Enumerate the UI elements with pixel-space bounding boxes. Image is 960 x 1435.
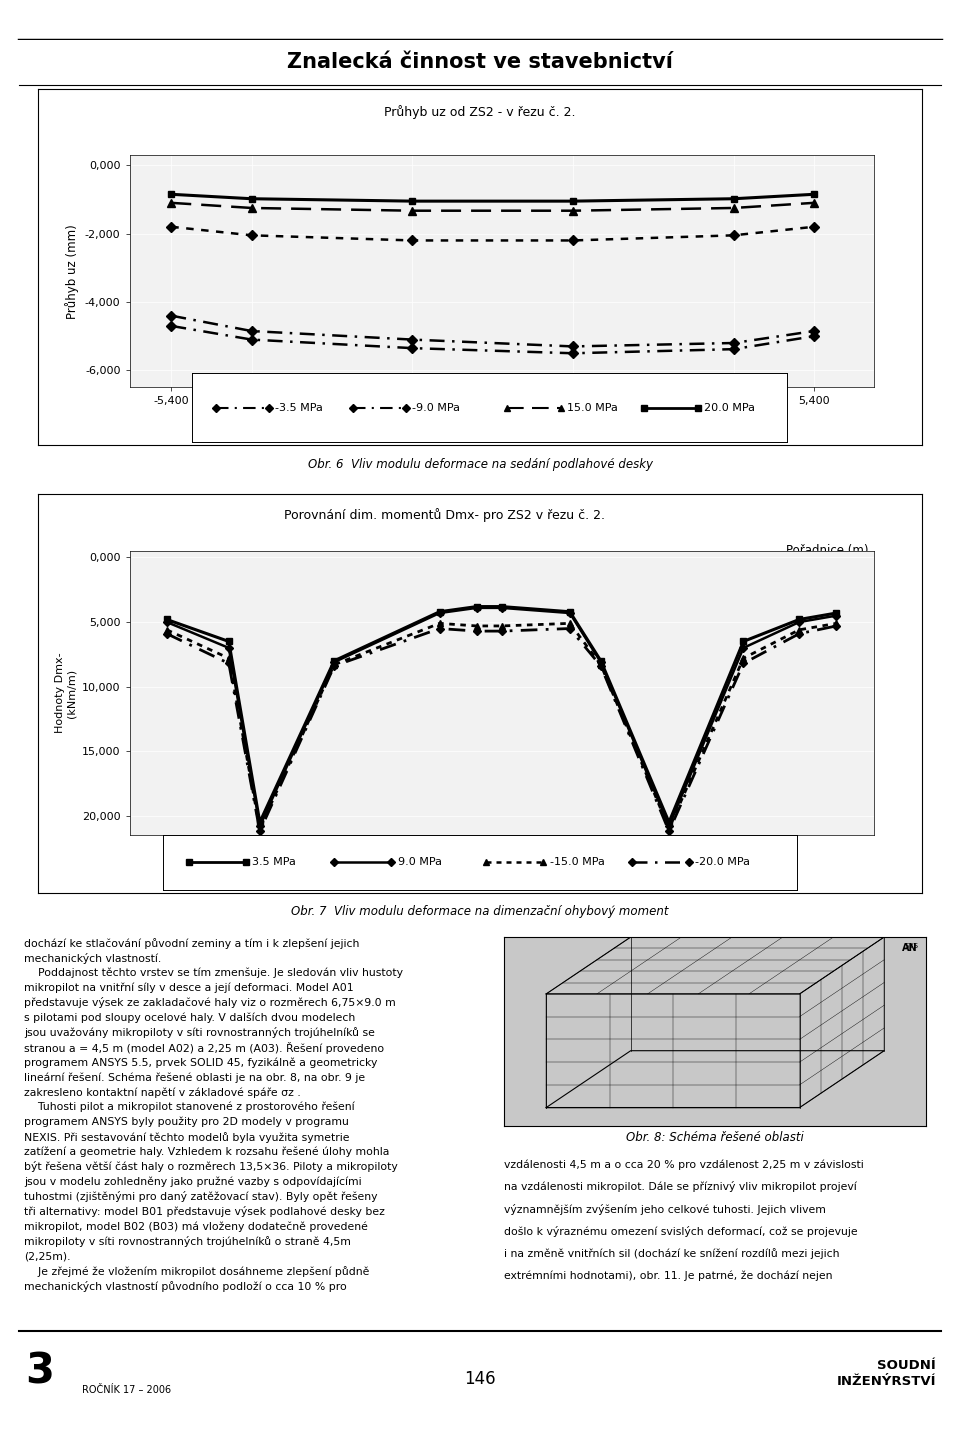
Text: významnějším zvýšením jeho celkové tuhosti. Jejich vlivem: významnějším zvýšením jeho celkové tuhos…	[504, 1204, 826, 1214]
Text: vzdálenosti 4,5 m a o cca 20 % pro vzdálenost 2,25 m v závislosti: vzdálenosti 4,5 m a o cca 20 % pro vzdál…	[504, 1159, 864, 1170]
Text: Porovnání dim. momentů Dmx- pro ZS2 v řezu č. 2.: Porovnání dim. momentů Dmx- pro ZS2 v ře…	[284, 508, 605, 521]
Text: tři alternativy: model B01 představuje výsek podlahové desky bez: tři alternativy: model B01 představuje v…	[24, 1207, 385, 1217]
Text: NEXIS. Při sestavování těchto modelů byla využita symetrie: NEXIS. Při sestavování těchto modelů byl…	[24, 1132, 349, 1142]
Text: ROČNÍK 17 – 2006: ROČNÍK 17 – 2006	[82, 1385, 171, 1395]
Text: mikropilot, model B02 (B03) má vloženy dodatečně provedené: mikropilot, model B02 (B03) má vloženy d…	[24, 1221, 368, 1231]
Text: mikropilot na vnitřní síly v desce a její deformaci. Model A01: mikropilot na vnitřní síly v desce a jej…	[24, 983, 353, 993]
Text: programem ANSYS 5.5, prvek SOLID 45, fyzikálně a geometricky: programem ANSYS 5.5, prvek SOLID 45, fyz…	[24, 1058, 377, 1068]
Text: jsou v modelu zohledněny jako pružné vazby s odpovídajícími: jsou v modelu zohledněny jako pružné vaz…	[24, 1177, 362, 1187]
Text: mikropiloty v síti rovnostranných trojúhelníků o straně 4,5m: mikropiloty v síti rovnostranných trojúh…	[24, 1236, 350, 1247]
Text: stranou a = 4,5 m (model A02) a 2,25 m (A03). Řešení provedeno: stranou a = 4,5 m (model A02) a 2,25 m (…	[24, 1042, 384, 1053]
Text: (2,25m).: (2,25m).	[24, 1251, 70, 1261]
Text: programem ANSYS byly použity pro 2D modely v programu: programem ANSYS byly použity pro 2D mode…	[24, 1116, 348, 1128]
Text: mechanických vlastností původního podloží o cca 10 % pro: mechanických vlastností původního podlož…	[24, 1281, 347, 1292]
Text: představuje výsek ze zakladačové haly viz o rozměrech 6,75×9.0 m: představuje výsek ze zakladačové haly vi…	[24, 997, 396, 1009]
Text: mechanických vlastností.: mechanických vlastností.	[24, 953, 161, 963]
Text: Pořadnice (m): Pořadnice (m)	[786, 544, 869, 557]
Text: SYS: SYS	[896, 943, 918, 949]
Text: -3.5 MPa: -3.5 MPa	[276, 403, 324, 412]
Text: Obr. 7  Vliv modulu deformace na dimenzační ohybový moment: Obr. 7 Vliv modulu deformace na dimenzač…	[291, 904, 669, 918]
Y-axis label: Hodnoty Dmx-
(kNm/m): Hodnoty Dmx- (kNm/m)	[55, 653, 77, 733]
Text: Pořadnice (m): Pořadnice (m)	[436, 362, 524, 375]
Text: 9.0 MPa: 9.0 MPa	[397, 858, 442, 867]
Text: zakresleno kontaktní napětí v základové spáře σz .: zakresleno kontaktní napětí v základové …	[24, 1088, 300, 1098]
Text: i na změně vnitřních sil (dochází ke snížení rozdílů mezi jejich: i na změně vnitřních sil (dochází ke sní…	[504, 1248, 839, 1258]
Text: dochází ke stlačování původní zeminy a tím i k zlepšení jejich: dochází ke stlačování původní zeminy a t…	[24, 937, 359, 949]
Text: tuhostmi (zjištěnými pro daný zatěžovací stav). Byly opět řešeny: tuhostmi (zjištěnými pro daný zatěžovací…	[24, 1191, 377, 1203]
Text: AN: AN	[902, 943, 918, 953]
Text: Tuhosti pilot a mikropilot stanovené z prostorového řešení: Tuhosti pilot a mikropilot stanovené z p…	[24, 1102, 354, 1112]
Text: -9.0 MPa: -9.0 MPa	[412, 403, 460, 412]
Text: Obr. 8: Schéma řešené oblasti: Obr. 8: Schéma řešené oblasti	[626, 1131, 804, 1145]
Text: Je zřejmé že vložením mikropilot dosáhneme zlepšení půdně: Je zřejmé že vložením mikropilot dosáhne…	[24, 1266, 370, 1277]
Text: lineární řešení. Schéma řešené oblasti je na obr. 8, na obr. 9 je: lineární řešení. Schéma řešené oblasti j…	[24, 1072, 365, 1082]
Text: zatížení a geometrie haly. Vzhledem k rozsahu řešené úlohy mohla: zatížení a geometrie haly. Vzhledem k ro…	[24, 1147, 390, 1157]
Text: 3: 3	[25, 1350, 54, 1392]
Text: Průhyb uz od ZS2 - v řezu č. 2.: Průhyb uz od ZS2 - v řezu č. 2.	[384, 105, 576, 119]
Text: 3.5 MPa: 3.5 MPa	[252, 858, 296, 867]
Y-axis label: Průhyb uz (mm): Průhyb uz (mm)	[65, 224, 80, 319]
Text: Znalecká činnost ve stavebnictví: Znalecká činnost ve stavebnictví	[287, 52, 673, 72]
Text: Obr. 6  Vliv modulu deformace na sedání podlahové desky: Obr. 6 Vliv modulu deformace na sedání p…	[307, 458, 653, 472]
Text: na vzdálenosti mikropilot. Dále se příznivý vliv mikropilot projeví: na vzdálenosti mikropilot. Dále se přízn…	[504, 1181, 856, 1192]
Text: Poddajnost těchto vrstev se tím zmenšuje. Je sledován vliv hustoty: Poddajnost těchto vrstev se tím zmenšuje…	[24, 967, 403, 979]
Text: jsou uvažovány mikropiloty v síti rovnostranných trojúhelníků se: jsou uvažovány mikropiloty v síti rovnos…	[24, 1027, 374, 1038]
Text: -15.0 MPa: -15.0 MPa	[550, 858, 605, 867]
Text: -20.0 MPa: -20.0 MPa	[695, 858, 751, 867]
Text: 20.0 MPa: 20.0 MPa	[704, 403, 755, 412]
Text: 15.0 MPa: 15.0 MPa	[567, 403, 618, 412]
Text: -5,400 -4,900 -4,650 -4,050 -3,200 -2,900 -2,700 -2,150 -1,900 -1,350 -0,750 -0,: -5,400 -4,900 -4,650 -4,050 -3,200 -2,90…	[199, 574, 761, 584]
Text: být řešena větší část haly o rozměrech 13,5×36. Piloty a mikropiloty: být řešena větší část haly o rozměrech 1…	[24, 1161, 397, 1172]
Text: 146: 146	[465, 1369, 495, 1388]
Text: došlo k výraznému omezení svislých deformací, což se projevuje: došlo k výraznému omezení svislých defor…	[504, 1225, 857, 1237]
Text: SOUDNÍ
INŽENÝRSTVÍ: SOUDNÍ INŽENÝRSTVÍ	[836, 1359, 936, 1388]
Text: extrémními hodnotami), obr. 11. Je patrné, že dochází nejen: extrémními hodnotami), obr. 11. Je patrn…	[504, 1270, 832, 1281]
Text: s pilotami pod sloupy ocelové haly. V dalších dvou modelech: s pilotami pod sloupy ocelové haly. V da…	[24, 1013, 355, 1023]
